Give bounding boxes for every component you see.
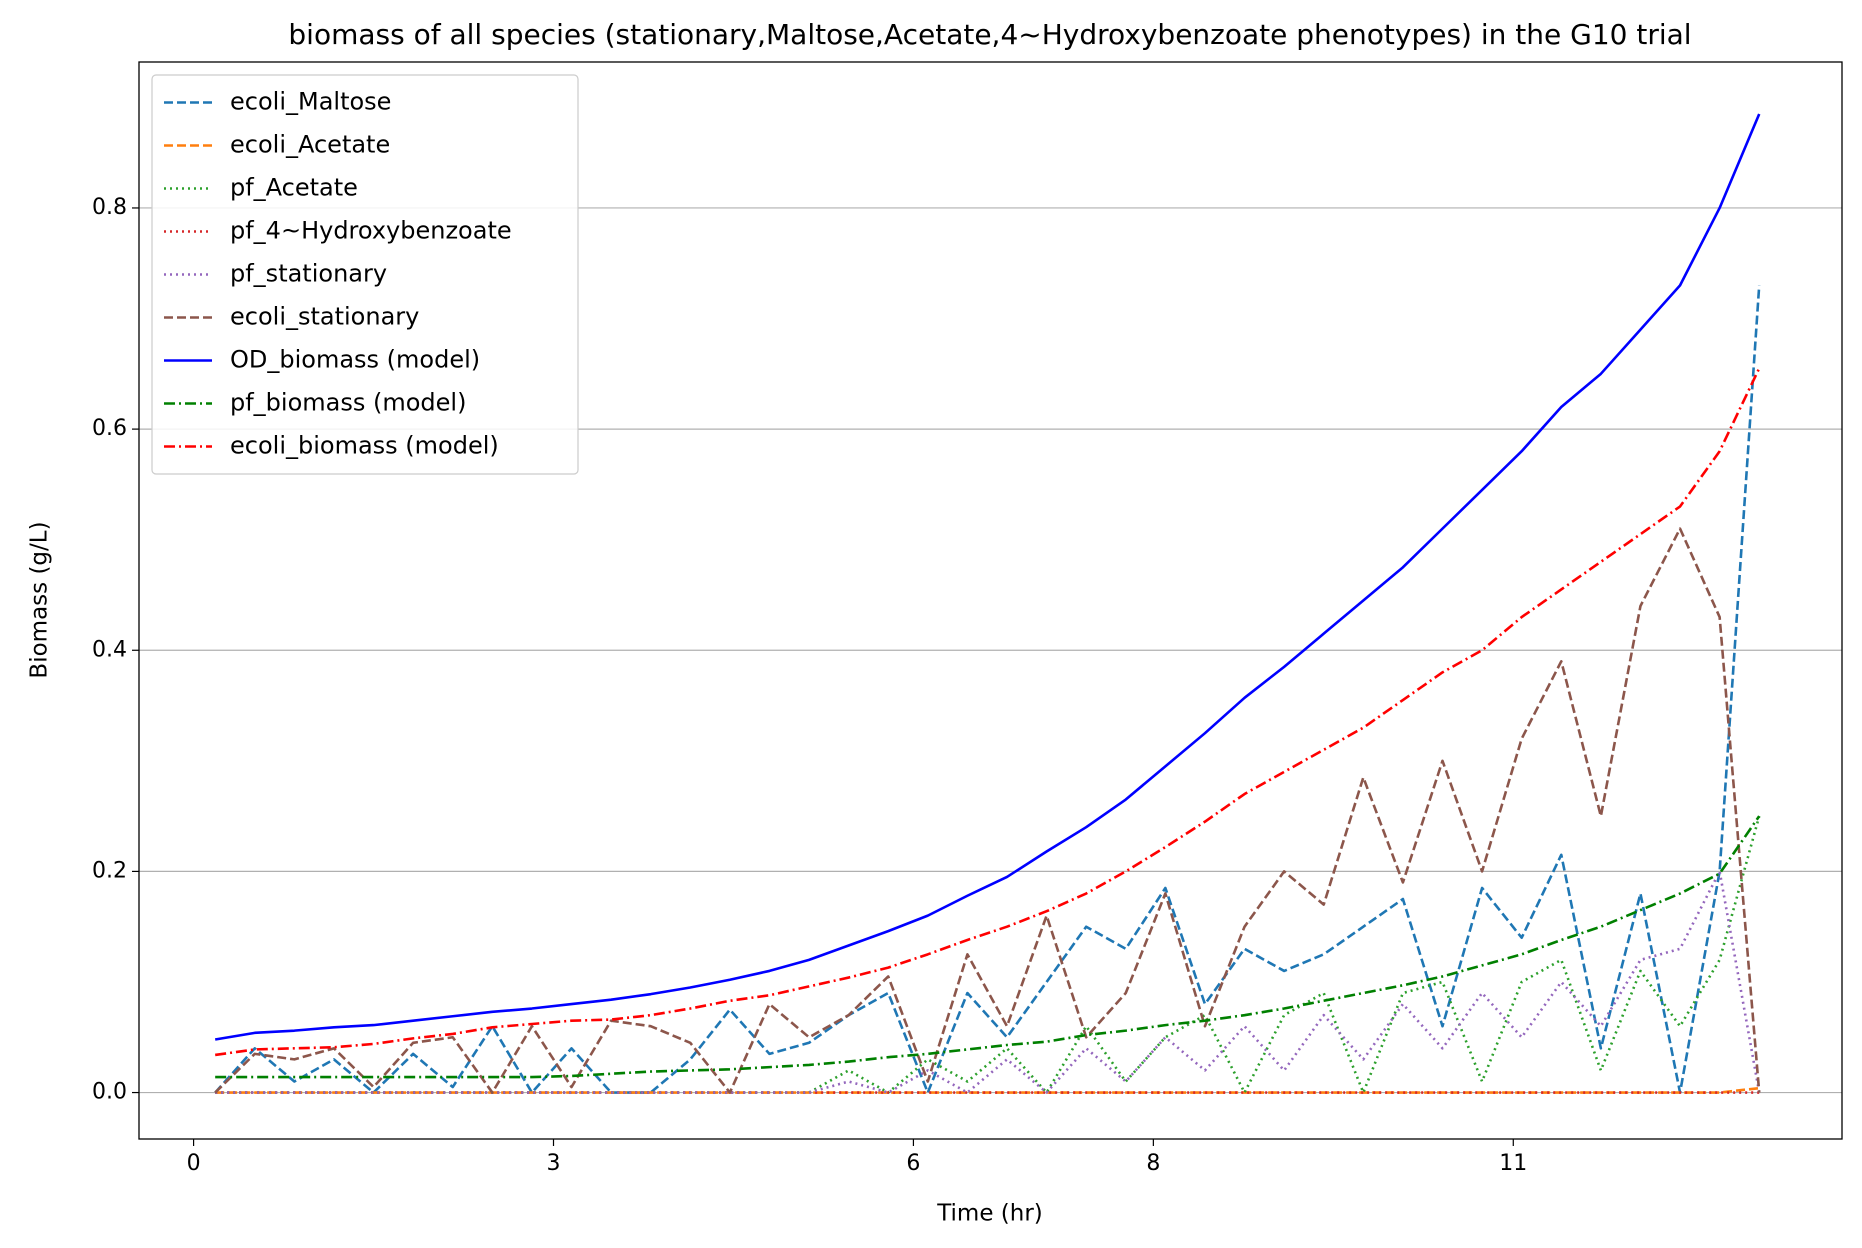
legend-label: OD_biomass (model) [230, 346, 480, 374]
plot-frame [138, 61, 1843, 1140]
x-tick-label: 0 [187, 1151, 201, 1176]
series-line [215, 815, 1761, 1079]
series-line [215, 367, 1761, 1057]
series-line [214, 285, 1761, 1094]
series-line [214, 527, 1761, 1094]
y-tick-label: 0.4 [92, 637, 127, 662]
legend-label: ecoli_stationary [230, 303, 419, 331]
legend-label: pf_Acetate [230, 174, 358, 202]
series-line [215, 1086, 1760, 1094]
x-tick-label: 6 [906, 1151, 920, 1176]
y-axis-label: Biomass (g/L) [27, 521, 53, 678]
chart-title: biomass of all species (stationary,Malto… [288, 18, 1691, 51]
x-tick-label: 8 [1146, 1151, 1160, 1176]
y-tick-label: 0.2 [92, 858, 127, 883]
legend-label: pf_stationary [230, 260, 387, 288]
legend-label: pf_4~Hydroxybenzoate [230, 217, 512, 245]
legend-label: pf_biomass (model) [230, 389, 466, 417]
series-line [214, 113, 1761, 1041]
y-tick-label: 0.0 [92, 1080, 127, 1105]
y-tick-label: 0.8 [92, 195, 127, 220]
legend-box [151, 74, 579, 475]
x-axis-label: Time (hr) [936, 1201, 1043, 1227]
legend-label: ecoli_biomass (model) [230, 432, 499, 460]
legend-label: ecoli_Acetate [230, 131, 390, 159]
legend: ecoli_Maltose ecoli_Acetate pf_Acetate pf_4… [151, 74, 579, 475]
series-line [215, 870, 1761, 1094]
series-line [215, 815, 1761, 1094]
y-tick-label: 0.6 [92, 416, 127, 441]
x-tick-label: 11 [1499, 1151, 1527, 1176]
x-tick-label: 3 [547, 1151, 561, 1176]
legend-label: ecoli_Maltose [230, 88, 391, 116]
